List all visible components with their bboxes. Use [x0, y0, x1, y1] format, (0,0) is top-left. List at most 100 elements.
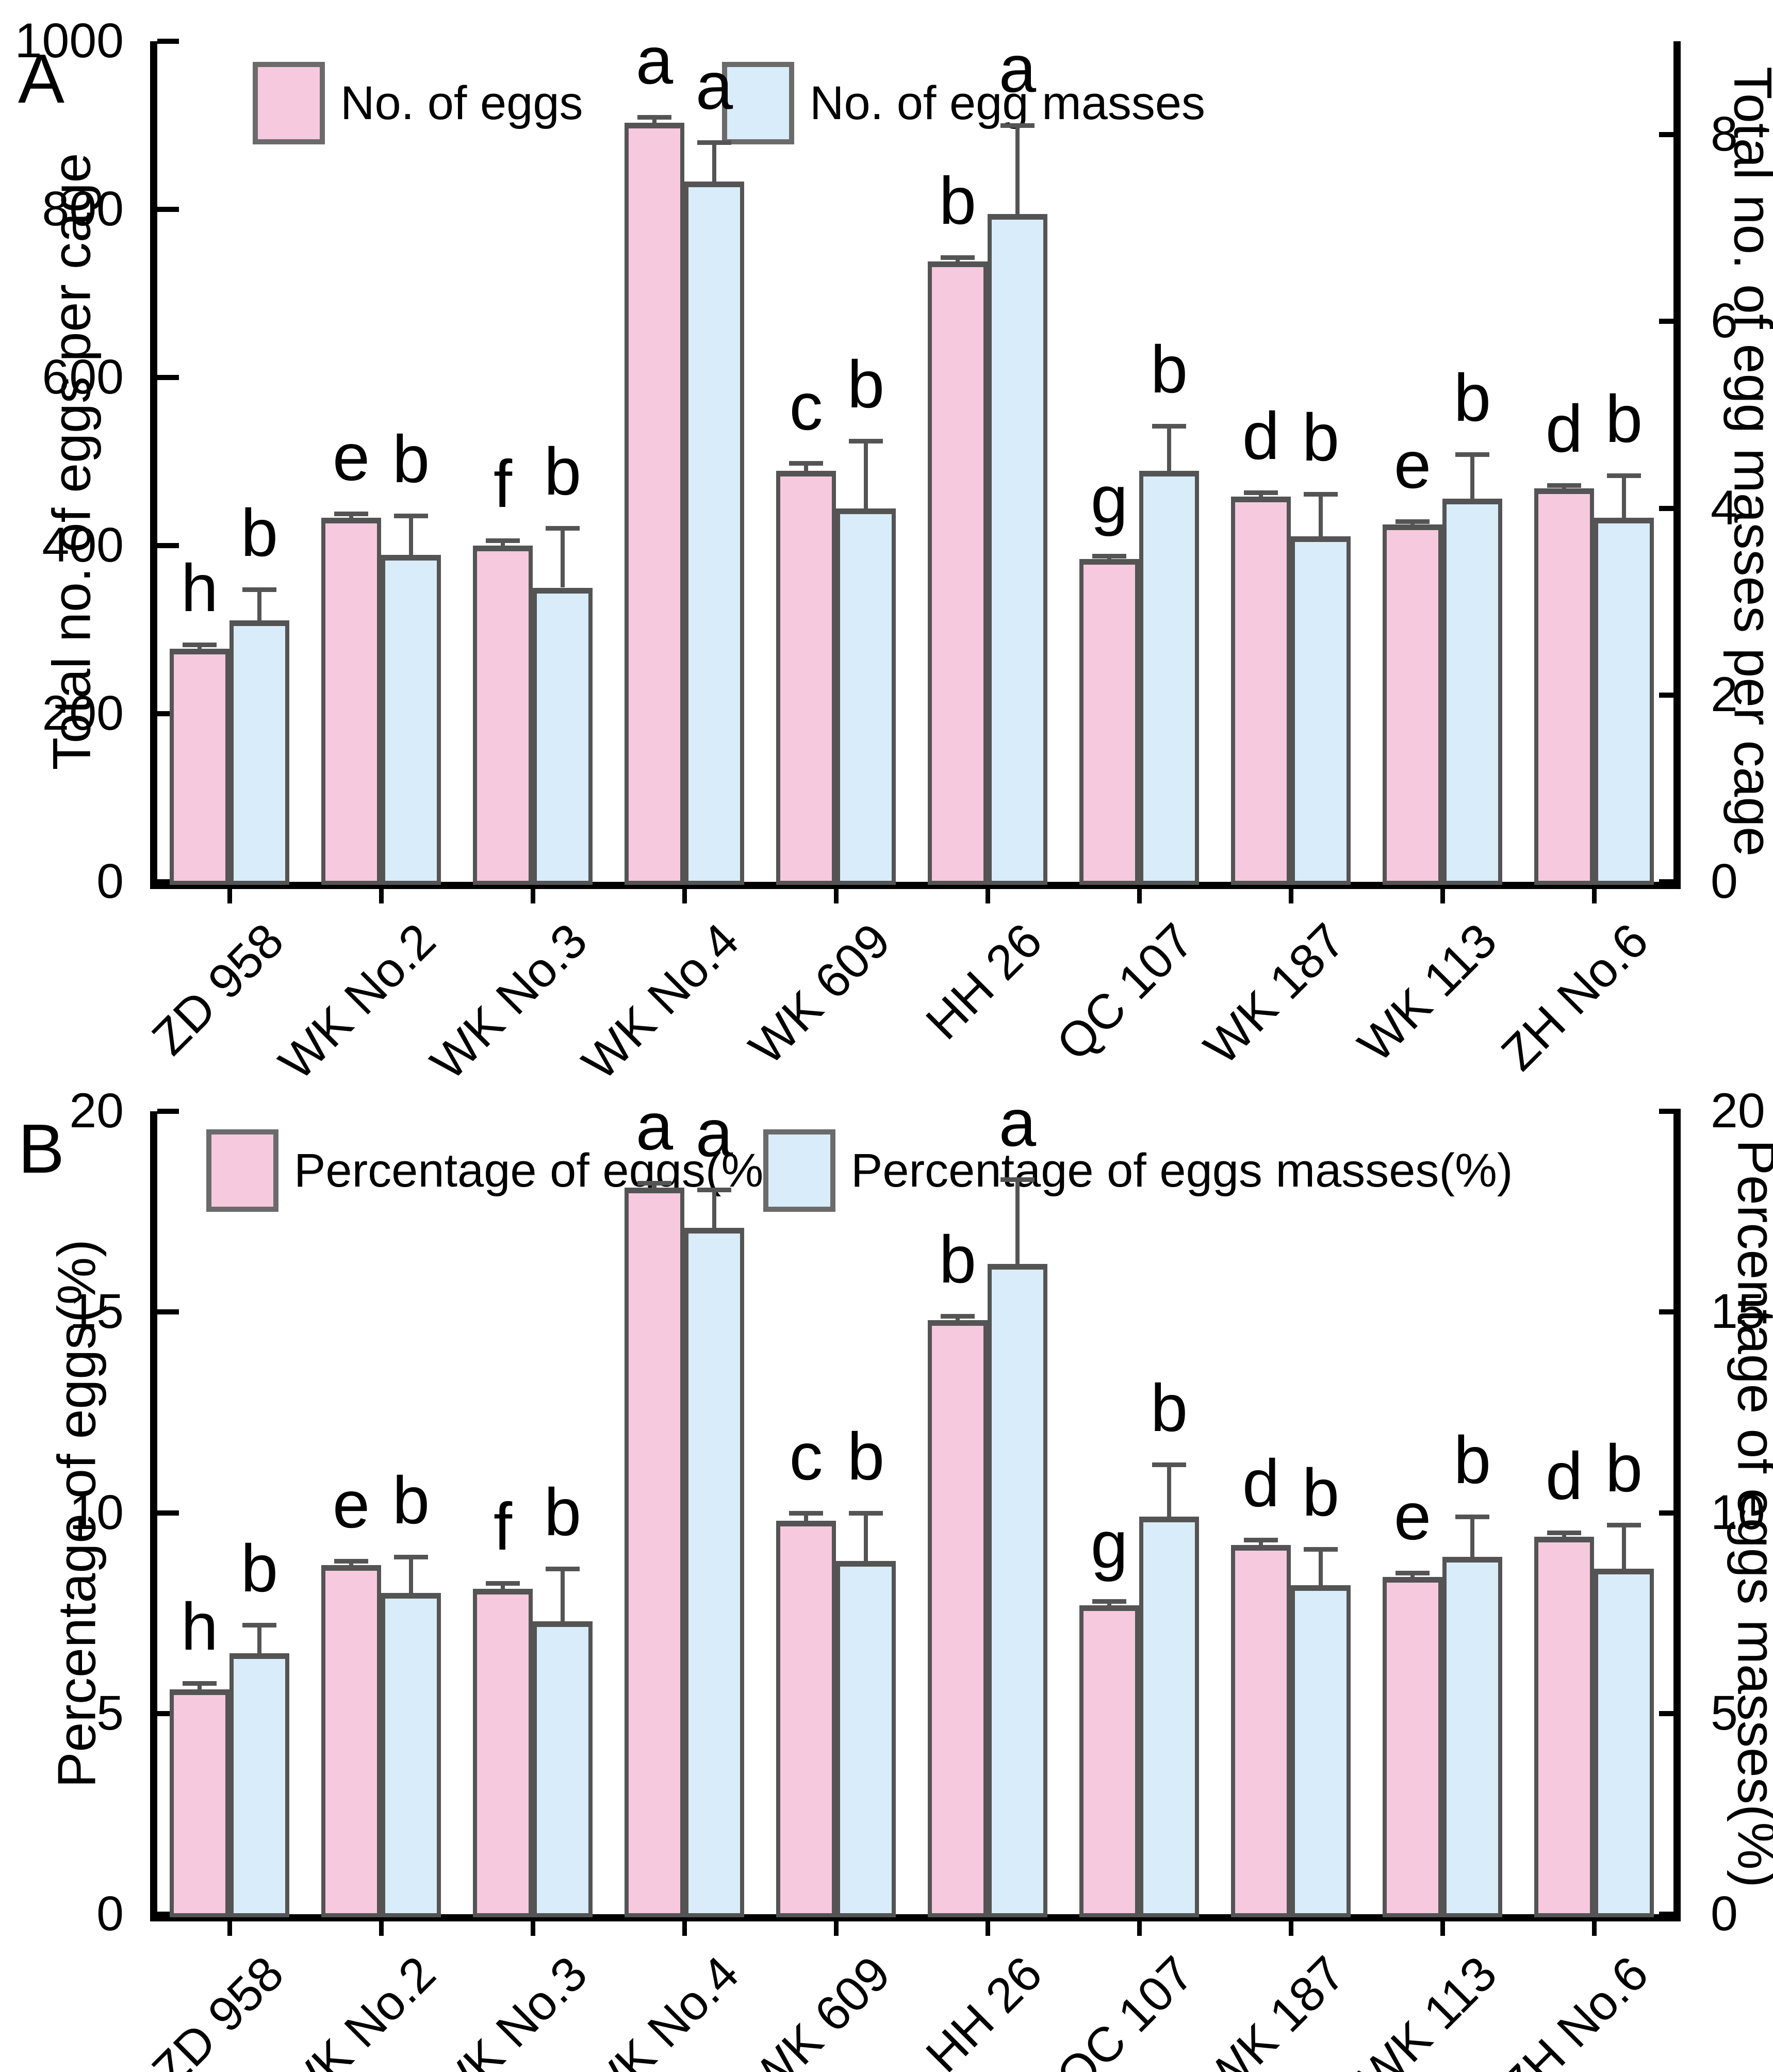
- error-bar-cap: [546, 525, 580, 531]
- left-axis-tick-label: 600: [42, 350, 124, 404]
- x-category-label: WK No.2: [268, 1946, 446, 2072]
- right-axis-tick: [1659, 1912, 1681, 1917]
- sig-letter: a: [695, 47, 733, 123]
- x-category-label: WK 187: [1193, 1946, 1356, 2072]
- y-axis-right: [1673, 41, 1681, 889]
- error-bar-cap: [1092, 553, 1126, 558]
- egg-masses-bar: [533, 1621, 593, 1917]
- sig-letter: h: [180, 1589, 219, 1665]
- x-axis-tick: [834, 889, 839, 903]
- panel-b-label: B: [18, 1110, 65, 1188]
- eggs-bar: [1079, 559, 1139, 885]
- sig-letter: b: [1605, 381, 1643, 457]
- error-bar-line: [1015, 125, 1020, 215]
- egg-masses-bar: [836, 1560, 896, 1917]
- error-bar-line: [1319, 494, 1323, 536]
- egg-masses-bar: [836, 508, 896, 885]
- error-bar-cap: [941, 255, 975, 260]
- sig-letter: b: [1453, 1422, 1491, 1498]
- sig-letter: a: [998, 1085, 1037, 1161]
- eggs-bar: [1383, 524, 1442, 885]
- error-bar-line: [409, 516, 413, 555]
- error-bar-cap: [1607, 1522, 1641, 1527]
- right-axis-tick: [1659, 132, 1681, 138]
- sig-letter: b: [392, 421, 430, 497]
- left-axis-tick-label: 0: [96, 1886, 124, 1941]
- sig-letter: e: [332, 419, 370, 495]
- error-bar-line: [864, 441, 868, 508]
- sig-letter: a: [998, 31, 1037, 106]
- error-bar-cap: [486, 1581, 520, 1586]
- x-axis-tick: [1440, 1921, 1445, 1936]
- x-axis-tick: [682, 1921, 687, 1936]
- left-axis-tick: [157, 207, 179, 212]
- error-bar-line: [712, 1189, 716, 1228]
- x-axis-tick: [227, 1921, 232, 1936]
- eggs-bar: [625, 123, 684, 885]
- egg-masses-bar: [1139, 471, 1199, 885]
- panel-a-label: A: [18, 40, 65, 118]
- egg-masses-bar: [1594, 517, 1654, 885]
- error-bar-line: [1319, 1549, 1323, 1585]
- right-axis-tick: [1659, 1510, 1681, 1516]
- sig-letter: b: [240, 495, 278, 571]
- egg-masses-bar: [1291, 536, 1351, 885]
- right-axis-tick-label: 0: [1711, 1886, 1738, 1941]
- x-category-label: QC 107: [1046, 1946, 1204, 2072]
- error-bar-cap: [1547, 483, 1581, 488]
- right-axis-tick-label: 6: [1711, 293, 1738, 349]
- egg-masses-legend-label: No. of egg masses: [810, 76, 1206, 129]
- left-axis-tick-label: 15: [69, 1284, 124, 1339]
- egg-masses-bar: [229, 1653, 289, 1917]
- x-axis-tick: [682, 889, 687, 903]
- x-axis-tick: [986, 1921, 990, 1936]
- left-axis-tick: [157, 1309, 179, 1315]
- right-axis-tick: [1659, 1309, 1681, 1315]
- sig-letter: b: [1302, 400, 1340, 475]
- eggs-bar: [321, 1565, 381, 1917]
- egg-masses-bar: [1139, 1517, 1199, 1917]
- error-bar-line: [804, 1512, 808, 1521]
- x-axis-tick: [379, 889, 384, 903]
- egg-masses-bar: [229, 620, 289, 885]
- right-axis-tick-label: 20: [1711, 1083, 1765, 1138]
- eggs-bar: [1383, 1577, 1442, 1917]
- error-bar-cap: [697, 140, 731, 145]
- error-bar-line: [409, 1557, 413, 1593]
- error-bar-cap: [1607, 473, 1641, 479]
- error-bar-line: [712, 142, 716, 182]
- right-axis-tick: [1659, 1711, 1681, 1716]
- error-bar-cap: [183, 1681, 217, 1686]
- egg-masses-bar: [1442, 499, 1502, 885]
- eggs-bar: [473, 546, 533, 885]
- sig-letter: d: [1545, 1438, 1583, 1514]
- sig-letter: b: [847, 347, 885, 422]
- error-bar-cap: [1152, 424, 1186, 429]
- left-axis-tick-label: 0: [96, 854, 124, 909]
- egg-masses-bar: [381, 1593, 441, 1917]
- sig-letter: b: [939, 162, 977, 238]
- error-bar-cap: [637, 114, 671, 120]
- right-axis-tick: [1659, 692, 1681, 698]
- error-bar-cap: [1455, 1515, 1489, 1520]
- error-bar-line: [257, 1625, 261, 1653]
- right-axis-tick: [1659, 505, 1681, 511]
- sig-letter: e: [1393, 1478, 1432, 1554]
- sig-letter: a: [695, 1095, 733, 1171]
- x-axis-tick: [1592, 889, 1597, 903]
- left-axis-tick: [157, 879, 179, 884]
- x-axis-tick: [1440, 889, 1445, 903]
- error-bar-cap: [1244, 490, 1278, 496]
- error-bar-line: [501, 1583, 505, 1589]
- error-bar-cap: [1152, 1462, 1186, 1468]
- x-axis-tick: [1137, 889, 1142, 903]
- error-bar-line: [561, 528, 565, 588]
- left-axis-tick: [157, 39, 179, 44]
- egg-masses-pct-legend-label: Percentage of eggs masses(%): [851, 1144, 1513, 1197]
- eggs-bar: [1534, 1537, 1594, 1917]
- eggs-bar: [1231, 497, 1291, 885]
